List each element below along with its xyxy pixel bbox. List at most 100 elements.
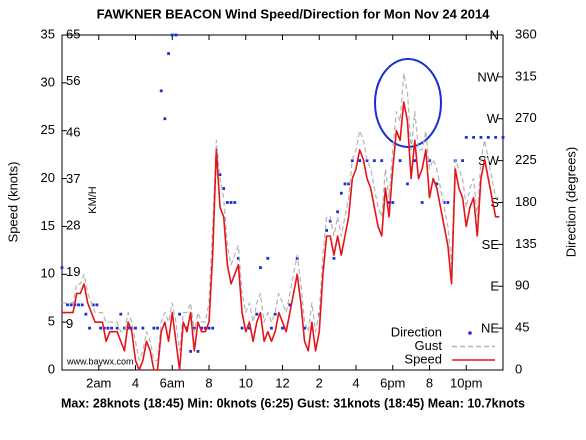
- y2-tick-label: 45: [515, 320, 529, 335]
- direction-point: [77, 303, 80, 307]
- direction-point: [119, 312, 123, 316]
- kmh-tick-label: 46: [66, 125, 80, 140]
- x-tick-label: 4: [132, 375, 139, 390]
- direction-point: [84, 312, 88, 316]
- y-axis-label: Speed (knots): [5, 162, 20, 243]
- x-tick-label: 10: [239, 375, 253, 390]
- y2-tick-label: 90: [515, 278, 529, 293]
- x-tick-label: 6pm: [380, 375, 405, 390]
- direction-point: [60, 266, 64, 270]
- direction-point: [66, 303, 69, 307]
- direction-point: [95, 303, 99, 307]
- direction-point: [91, 303, 95, 307]
- direction-point: [295, 256, 299, 260]
- direction-point: [233, 201, 237, 204]
- direction-point: [167, 52, 170, 56]
- direction-point: [336, 210, 340, 214]
- x-tick-label: 2am: [86, 375, 111, 390]
- direction-point: [332, 256, 336, 260]
- direction-point: [442, 201, 446, 204]
- y2-tick-label: 135: [515, 236, 537, 251]
- direction-point: [479, 135, 483, 139]
- direction-point: [435, 182, 439, 186]
- direction-point: [303, 326, 306, 330]
- direction-point: [464, 135, 468, 139]
- direction-point: [446, 201, 450, 204]
- direction-point: [152, 326, 156, 330]
- y2-tick-label: 180: [515, 194, 537, 209]
- y-tick-label: 25: [41, 122, 55, 137]
- kmh-tick-label: 65: [66, 27, 80, 42]
- footer: Max: 28knots (18:45) Min: 0knots (6:25) …: [61, 396, 525, 410]
- direction-point: [174, 33, 178, 37]
- legend-label: Direction: [391, 324, 442, 339]
- direction-point: [203, 326, 207, 330]
- direction-point: [106, 326, 110, 330]
- y2-tick-label: 0: [515, 361, 522, 376]
- direction-point: [115, 326, 119, 330]
- direction-point: [347, 182, 351, 186]
- y-tick-label: 35: [41, 26, 55, 41]
- y-tick-label: 15: [41, 218, 55, 233]
- y-tick-label: 10: [41, 266, 55, 281]
- x-tick-label: 6am: [160, 375, 185, 390]
- direction-point: [259, 266, 262, 270]
- direction-point: [472, 135, 475, 139]
- direction-point: [189, 349, 193, 353]
- direction-point: [80, 303, 84, 307]
- legend-marker: [468, 331, 472, 335]
- direction-point: [110, 326, 114, 330]
- y2-tick-label: 225: [515, 152, 537, 167]
- plot-frame: [61, 34, 504, 371]
- direction-point: [343, 182, 347, 186]
- direction-point: [288, 303, 292, 307]
- direction-point: [200, 326, 204, 330]
- direction-point: [211, 326, 215, 330]
- direction-point: [255, 312, 259, 316]
- direction-point: [350, 159, 354, 163]
- direction-point: [159, 89, 163, 93]
- direction-point: [273, 312, 277, 316]
- direction-point: [413, 159, 417, 163]
- y-tick-label: 5: [48, 314, 55, 329]
- compass-label: S: [490, 195, 499, 210]
- compass-label: NW: [477, 69, 499, 84]
- direction-point: [406, 182, 409, 186]
- kmh-tick-label: 28: [66, 218, 80, 233]
- direction-point: [229, 201, 233, 204]
- legend-label: Speed: [404, 351, 442, 366]
- direction-point: [365, 159, 369, 163]
- direction-point: [372, 159, 376, 163]
- direction-point: [240, 326, 244, 330]
- kmh-tick-label: 37: [66, 171, 80, 186]
- direction-point: [428, 159, 431, 163]
- direction-point: [207, 326, 211, 330]
- direction-point: [130, 326, 134, 330]
- direction-point: [141, 326, 145, 330]
- direction-point: [123, 326, 126, 330]
- x-tick-label: 8: [426, 375, 433, 390]
- direction-point: [222, 187, 226, 190]
- direction-point: [192, 326, 196, 330]
- direction-point: [387, 201, 391, 204]
- direction-point: [196, 349, 200, 353]
- y-tick-label: 30: [41, 74, 55, 89]
- direction-point: [281, 326, 284, 330]
- direction-point: [163, 117, 167, 121]
- direction-point: [69, 303, 73, 307]
- series-line: [62, 72, 500, 362]
- compass-label: N: [490, 27, 499, 42]
- y-tick-label: 20: [41, 170, 55, 185]
- y2-tick-label: 360: [515, 26, 537, 41]
- direction-point: [328, 219, 332, 223]
- direction-point: [88, 326, 91, 330]
- compass-label: SE: [482, 237, 500, 252]
- direction-point: [170, 33, 174, 37]
- x-tick-label: 12: [275, 375, 289, 390]
- y2-tick-label: 315: [515, 68, 537, 83]
- kmh-tick-label: 19: [66, 264, 80, 279]
- y-tick-label: 0: [48, 361, 55, 376]
- direction-point: [156, 326, 159, 330]
- y2-tick-label: 270: [515, 110, 537, 125]
